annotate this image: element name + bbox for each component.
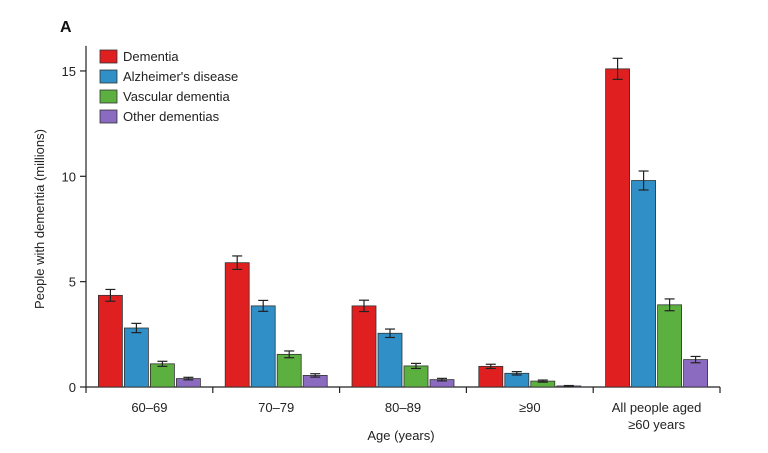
bar-dementia-4 — [605, 68, 630, 388]
legend-swatch-0 — [99, 49, 118, 64]
bar-dementia-1 — [224, 262, 250, 388]
bar-alzheimer-s-disease-1 — [250, 305, 276, 388]
legend-label-0: Dementia — [123, 49, 179, 64]
x-tick-label-3-0: ≥90 — [519, 400, 541, 415]
bar-vascular-dementia-4 — [657, 304, 682, 388]
y-tick-label-3: 15 — [62, 64, 76, 79]
legend-label-1: Alzheimer's disease — [123, 69, 238, 84]
bar-dementia-0 — [98, 294, 123, 388]
legend-swatch-1 — [99, 69, 118, 84]
bar-dementia-2 — [351, 305, 377, 388]
y-tick-label-1: 5 — [69, 275, 76, 290]
bar-alzheimer-s-disease-0 — [124, 327, 149, 388]
x-tick-label-2-0: 80–89 — [385, 400, 421, 415]
legend-swatch-3 — [99, 109, 118, 124]
y-tick-label-2: 10 — [62, 169, 76, 184]
x-tick-label-4-1: ≥60 years — [628, 417, 685, 432]
x-tick-label-4-0: All people aged — [612, 400, 702, 415]
y-axis-title: People with dementia (millions) — [32, 129, 47, 309]
panel-label: A — [60, 19, 72, 36]
x-axis-title: Age (years) — [367, 428, 434, 443]
x-tick-label-1-0: 70–79 — [258, 400, 294, 415]
legend-label-2: Vascular dementia — [123, 89, 230, 104]
legend-swatch-2 — [99, 89, 118, 104]
bar-vascular-dementia-1 — [276, 353, 302, 388]
x-tick-label-0-0: 60–69 — [131, 400, 167, 415]
legend-label-3: Other dementias — [123, 109, 220, 124]
bar-vascular-dementia-2 — [403, 365, 429, 388]
bar-dementia-3 — [478, 365, 504, 388]
bar-alzheimer-s-disease-2 — [377, 332, 403, 388]
bar-vascular-dementia-0 — [149, 363, 175, 388]
bar-alzheimer-s-disease-4 — [631, 180, 656, 388]
bar-other-dementias-4 — [683, 359, 708, 388]
y-tick-label-0: 0 — [69, 380, 76, 395]
